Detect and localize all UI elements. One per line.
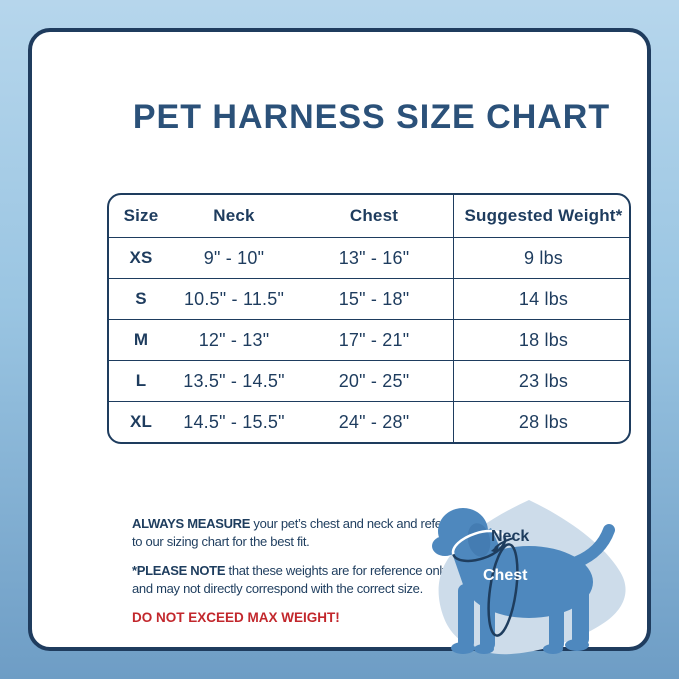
cell-weight: 9 lbs — [453, 238, 629, 278]
neck-ring-front — [451, 529, 506, 555]
chest-label: Chest — [483, 567, 528, 584]
note-lead: ALWAYS MEASURE — [132, 516, 251, 531]
dog-measurement-diagram: Neck Chest — [425, 484, 647, 680]
note-please-note: *PLEASE NOTE that these weights are for … — [132, 562, 467, 598]
table-row-xl: XL 14.5" - 15.5" 24" - 28" 28 lbs — [109, 401, 629, 442]
column-header-weight: Suggested Weight* — [453, 195, 629, 237]
chest-ring — [487, 543, 519, 637]
table-row-s: S 10.5" - 11.5" 15" - 18" 14 lbs — [109, 278, 629, 319]
cell-size: S — [135, 289, 147, 308]
neck-label: Neck — [491, 528, 530, 545]
cell-size: XS — [129, 248, 153, 267]
note-lead: *PLEASE NOTE — [132, 563, 226, 578]
cell-chest: 15" - 18" — [338, 288, 410, 309]
dog-paw — [565, 639, 589, 651]
table-header-row: Size Neck Chest Suggested Weight* — [109, 195, 629, 237]
cell-neck: 14.5" - 15.5" — [183, 411, 285, 432]
dog-illustration — [432, 500, 626, 655]
dog-paw — [451, 642, 475, 654]
column-header-chest: Chest — [349, 206, 399, 225]
cell-neck: 10.5" - 11.5" — [183, 288, 285, 309]
note-text: your pet’s chest and neck and refer — [250, 516, 446, 531]
cell-weight: 14 lbs — [453, 279, 629, 319]
cell-neck: 13.5" - 14.5" — [183, 370, 285, 391]
dog-silhouette — [432, 508, 615, 654]
neck-pointer-arrowhead — [491, 544, 499, 553]
note-text: to our sizing chart for the best fit. — [132, 534, 310, 549]
cell-neck: 12" - 13" — [198, 329, 270, 350]
dog-front-leg — [458, 584, 474, 650]
max-weight-warning: DO NOT EXCEED MAX WEIGHT! — [132, 610, 340, 625]
dog-rear-leg-2 — [572, 586, 589, 647]
dog-front-leg-2 — [480, 594, 495, 651]
dog-tail — [571, 524, 615, 568]
cell-weight: 18 lbs — [453, 320, 629, 360]
table-row-xs: XS 9" - 10" 13" - 16" 9 lbs — [109, 237, 629, 278]
notes-block: ALWAYS MEASURE your pet’s chest and neck… — [132, 515, 467, 638]
column-header-neck: Neck — [213, 206, 255, 225]
dog-paw — [474, 644, 494, 654]
cell-chest: 20" - 25" — [338, 370, 410, 391]
size-chart-card: PET HARNESS SIZE CHART Size Neck Chest S… — [28, 28, 651, 655]
table-row-l: L 13.5" - 14.5" 20" - 25" 23 lbs — [109, 360, 629, 401]
dog-rear-leg — [549, 596, 564, 651]
size-table: Size Neck Chest Suggested Weight* XS 9" … — [107, 193, 631, 444]
cell-size: L — [135, 371, 147, 390]
cell-neck: 9" - 10" — [203, 247, 265, 268]
cell-weight: 28 lbs — [453, 402, 629, 442]
column-header-size: Size — [123, 206, 159, 225]
cell-size: XL — [129, 412, 153, 431]
note-text: that these weights are for reference onl… — [225, 563, 449, 578]
cell-size: M — [133, 330, 149, 349]
note-text: and may not directly correspond with the… — [132, 581, 423, 596]
table-row-m: M 12" - 13" 17" - 21" 18 lbs — [109, 319, 629, 360]
neck-ring-back — [452, 537, 507, 563]
cell-chest: 24" - 28" — [338, 411, 410, 432]
note-always-measure: ALWAYS MEASURE your pet’s chest and neck… — [132, 515, 467, 551]
cell-weight: 23 lbs — [453, 361, 629, 401]
cell-chest: 17" - 21" — [338, 329, 410, 350]
cell-chest: 13" - 16" — [338, 247, 410, 268]
neck-ring — [451, 529, 507, 563]
page-title: PET HARNESS SIZE CHART — [132, 98, 611, 136]
dog-paw — [543, 644, 563, 654]
